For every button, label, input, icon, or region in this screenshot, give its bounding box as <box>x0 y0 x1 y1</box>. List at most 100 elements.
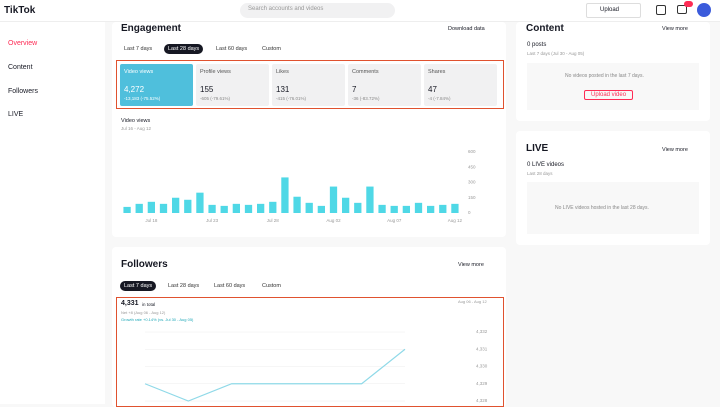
avatar[interactable] <box>697 3 711 17</box>
y-tick-label: 4,331 <box>476 346 488 351</box>
download-link[interactable]: Download data <box>448 26 485 32</box>
section-title: LIVE <box>526 143 549 154</box>
empty-box <box>527 182 699 234</box>
total: 4,331 <box>121 300 139 307</box>
section-title: Followers <box>121 259 168 270</box>
nav-item[interactable]: Followers <box>8 88 38 95</box>
metric-value: 4,272 <box>124 85 145 94</box>
y-tick-label: 300 <box>468 180 476 185</box>
metric-label: Shares <box>428 69 446 75</box>
followers-card <box>112 247 506 407</box>
tab[interactable]: Last 7 days <box>124 46 153 52</box>
chart-title: Video views <box>121 118 151 124</box>
metric-card[interactable] <box>424 64 497 106</box>
filter-icon[interactable] <box>656 5 666 15</box>
tab[interactable]: Custom <box>262 283 281 289</box>
metric-label: Profile views <box>200 69 231 75</box>
metric-change: -36 (-83.72%) <box>352 96 380 101</box>
bar <box>281 177 289 213</box>
metric-value: 131 <box>276 85 290 94</box>
metric-card[interactable] <box>272 64 345 106</box>
upload-button[interactable] <box>586 3 641 18</box>
metric-change: -4 (-7.84%) <box>428 96 451 101</box>
bar <box>269 201 277 213</box>
upload-video-button[interactable]: Upload video <box>584 90 634 100</box>
y-tick-label: 4,332 <box>476 329 488 334</box>
bar <box>172 197 180 213</box>
metric-card[interactable] <box>120 64 193 106</box>
empty-text: No LIVE videos hosted in the last 28 day… <box>555 205 649 211</box>
x-tick-label: Aug 02 <box>326 218 341 223</box>
y-tick-label: 600 <box>468 149 476 154</box>
tab[interactable]: Last 60 days <box>214 283 246 289</box>
metric-change: -605 (-79.61%) <box>200 96 231 101</box>
inbox-icon[interactable] <box>677 5 687 14</box>
empty-text: No videos posted in the last 7 days. <box>565 73 644 79</box>
metric-value: 155 <box>200 85 214 94</box>
bar <box>123 206 131 213</box>
bar <box>427 205 435 213</box>
search-box[interactable] <box>240 3 395 18</box>
view-more[interactable]: View more <box>458 262 484 268</box>
bar <box>232 203 240 213</box>
range: Last 7 days (Jul 30 - Aug 05) <box>527 51 585 56</box>
bar <box>366 186 374 213</box>
search-placeholder: Search accounts and videos <box>248 6 324 12</box>
nav-item[interactable]: Overview <box>8 40 38 47</box>
metric-value: 7 <box>352 85 357 94</box>
metric-label: Comments <box>352 69 379 75</box>
metric-change: -13,183 (-75.52%) <box>124 96 161 101</box>
bar <box>378 204 386 213</box>
x-tick-label: Jul 23 <box>206 218 219 223</box>
bar <box>402 205 410 213</box>
view-more[interactable]: View more <box>662 147 688 153</box>
metric-card[interactable] <box>196 64 269 106</box>
view-more[interactable]: View more <box>662 26 688 32</box>
upload-label: Upload <box>600 7 620 13</box>
bar <box>390 205 398 213</box>
section-title: Engagement <box>121 23 182 34</box>
bar <box>305 202 313 213</box>
chart-subtitle: Jul 16 - Aug 12 <box>121 126 152 131</box>
y-tick-label: 150 <box>468 195 476 200</box>
x-tick-label: Aug 07 <box>387 218 402 223</box>
bar <box>208 204 216 213</box>
logo[interactable]: TikTok <box>4 5 36 16</box>
bar <box>184 199 192 213</box>
bar <box>196 192 204 213</box>
sidebar <box>0 22 105 404</box>
count: 0 LIVE videos <box>527 162 565 168</box>
metric-label: Video views <box>124 69 154 75</box>
bar <box>244 204 253 213</box>
x-tick-label: Jul 18 <box>145 218 158 223</box>
tab[interactable]: Last 28 days <box>164 44 204 54</box>
net: Net +8 (Aug 06 - Aug 12) <box>121 310 166 315</box>
tab[interactable]: Last 28 days <box>168 283 200 289</box>
bar <box>220 205 228 213</box>
empty-box <box>527 63 699 110</box>
tab[interactable]: Last 7 days <box>120 281 157 291</box>
tab[interactable]: Last 60 days <box>216 46 248 52</box>
y-tick-label: 450 <box>468 164 476 169</box>
count: 0 posts <box>527 42 547 48</box>
y-tick-label: 4,329 <box>476 381 488 386</box>
y-tick-label: 4,328 <box>476 398 488 403</box>
bar <box>135 203 143 213</box>
bar <box>293 196 301 213</box>
bar <box>257 203 265 213</box>
metric-label: Likes <box>276 69 289 75</box>
x-tick-label: Aug 12 <box>448 218 463 223</box>
bar-chart: 0 150 300 450 600 Jul 18 Jul 23 Jul 28 Aug 02 Aug… <box>123 149 476 223</box>
metric-card[interactable] <box>348 64 421 106</box>
metric-value: 47 <box>428 85 437 94</box>
total-label: in total <box>142 302 156 307</box>
section-title: Content <box>526 23 564 34</box>
bar <box>147 201 155 213</box>
bar <box>159 203 168 213</box>
tab[interactable]: Custom <box>262 46 281 52</box>
nav-item[interactable]: LIVE <box>8 111 24 118</box>
nav-item[interactable]: Content <box>8 64 33 71</box>
x-tick-label: Jul 28 <box>267 218 280 223</box>
bar <box>317 205 325 213</box>
